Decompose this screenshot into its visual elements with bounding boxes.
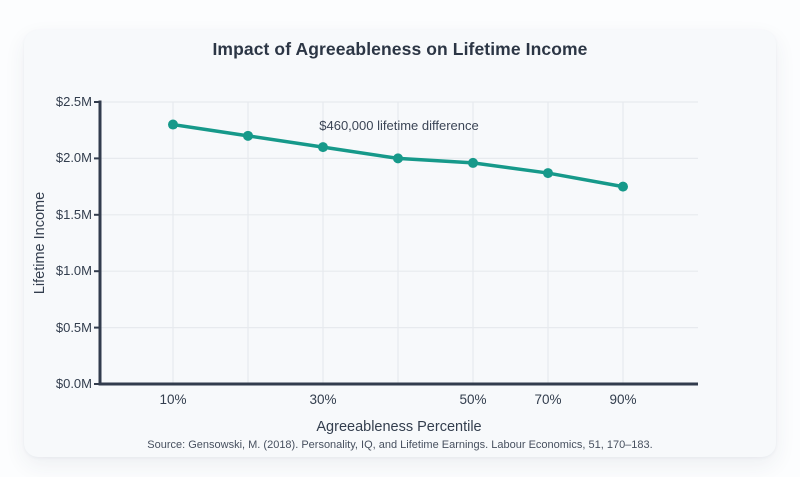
x-tick-label: 10% <box>159 392 187 407</box>
source-citation: Source: Gensowski, M. (2018). Personalit… <box>147 439 653 451</box>
x-tick-label: 30% <box>309 392 337 407</box>
data-point-30pct <box>318 142 328 153</box>
chart-card: Impact of Agreeableness on Lifetime Inco… <box>24 30 776 457</box>
y-tick-label: $0.0M <box>55 376 92 391</box>
y-tick-label: $1.5M <box>55 206 92 222</box>
data-point-90pct <box>618 181 628 192</box>
x-tick-label: 90% <box>609 392 637 407</box>
data-point-50pct <box>468 157 478 168</box>
chart-title: Impact of Agreeableness on Lifetime Inco… <box>212 39 588 59</box>
chart-annotation: $460,000 lifetime difference <box>319 118 479 133</box>
data-point-20pct <box>243 130 253 141</box>
x-tick-label: 50% <box>459 392 487 407</box>
x-axis-title: Agreeableness Percentile <box>316 419 482 435</box>
y-tick-label: $1.0M <box>55 263 92 279</box>
line-chart <box>94 100 698 386</box>
y-tick-label: $2.5M <box>55 94 92 109</box>
y-tick-label: $0.5M <box>55 319 92 335</box>
data-point-70pct <box>543 168 553 179</box>
data-point-40pct <box>393 153 403 164</box>
y-tick-label: $2.0M <box>55 150 92 166</box>
data-point-10pct <box>168 119 178 130</box>
x-tick-label: 70% <box>534 392 562 407</box>
